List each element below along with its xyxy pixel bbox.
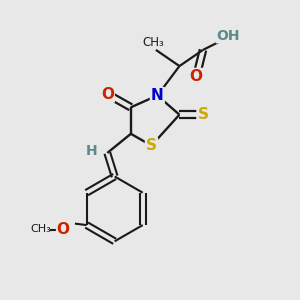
Text: CH₃: CH₃	[142, 36, 164, 49]
Text: OH: OH	[216, 29, 240, 43]
Text: CH₃: CH₃	[31, 224, 51, 235]
Text: S: S	[146, 138, 157, 153]
Text: S: S	[197, 107, 208, 122]
Text: O: O	[101, 87, 114, 102]
Text: O: O	[57, 222, 70, 237]
Text: H: H	[85, 145, 97, 158]
Text: N: N	[151, 88, 164, 103]
Text: O: O	[189, 69, 202, 84]
